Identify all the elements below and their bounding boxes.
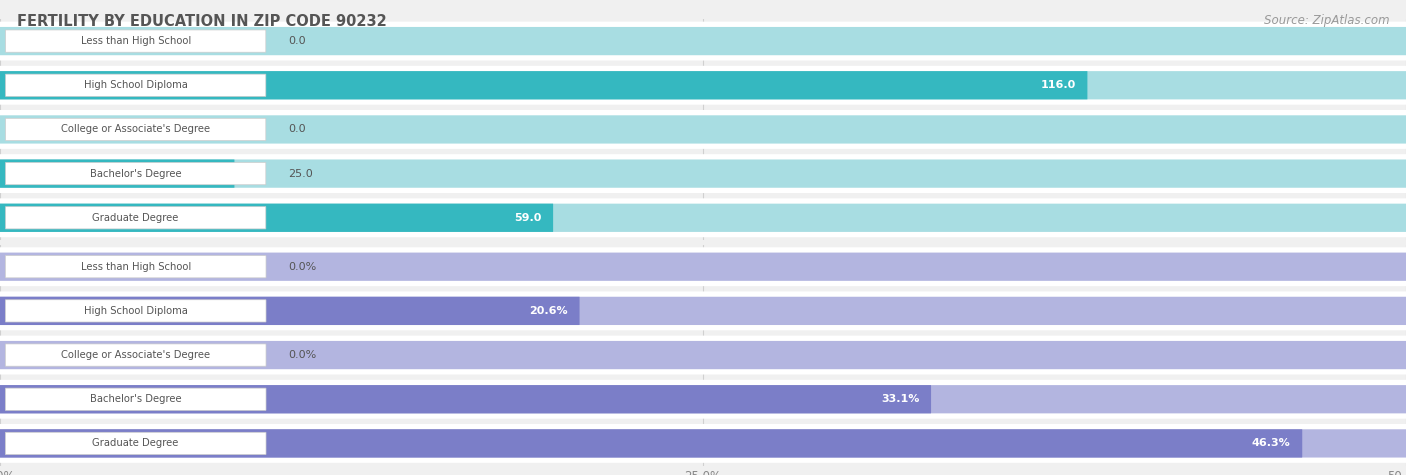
FancyBboxPatch shape <box>0 341 1406 369</box>
FancyBboxPatch shape <box>0 66 1406 104</box>
FancyBboxPatch shape <box>0 71 1087 99</box>
FancyBboxPatch shape <box>0 385 931 413</box>
FancyBboxPatch shape <box>6 162 266 185</box>
Text: 0.0: 0.0 <box>288 124 307 134</box>
FancyBboxPatch shape <box>0 204 1406 232</box>
FancyBboxPatch shape <box>0 115 1406 143</box>
FancyBboxPatch shape <box>0 160 235 188</box>
Text: 0.0%: 0.0% <box>288 262 316 272</box>
Text: High School Diploma: High School Diploma <box>84 306 187 316</box>
FancyBboxPatch shape <box>6 256 266 278</box>
FancyBboxPatch shape <box>0 336 1406 374</box>
FancyBboxPatch shape <box>0 253 1406 281</box>
Text: FERTILITY BY EDUCATION IN ZIP CODE 90232: FERTILITY BY EDUCATION IN ZIP CODE 90232 <box>17 14 387 29</box>
FancyBboxPatch shape <box>0 199 1406 237</box>
FancyBboxPatch shape <box>6 432 266 455</box>
FancyBboxPatch shape <box>0 204 553 232</box>
FancyBboxPatch shape <box>6 74 266 96</box>
Text: 0.0%: 0.0% <box>288 350 316 360</box>
FancyBboxPatch shape <box>0 27 1406 55</box>
Text: Less than High School: Less than High School <box>80 36 191 46</box>
FancyBboxPatch shape <box>0 429 1302 457</box>
FancyBboxPatch shape <box>0 297 1406 325</box>
FancyBboxPatch shape <box>6 30 266 52</box>
FancyBboxPatch shape <box>0 160 1406 188</box>
FancyBboxPatch shape <box>0 154 1406 193</box>
FancyBboxPatch shape <box>0 385 1406 413</box>
FancyBboxPatch shape <box>0 429 1406 457</box>
FancyBboxPatch shape <box>6 118 266 141</box>
FancyBboxPatch shape <box>6 388 266 410</box>
Text: Bachelor's Degree: Bachelor's Degree <box>90 394 181 404</box>
FancyBboxPatch shape <box>0 424 1406 463</box>
FancyBboxPatch shape <box>6 344 266 366</box>
FancyBboxPatch shape <box>0 247 1406 286</box>
Text: High School Diploma: High School Diploma <box>84 80 187 90</box>
Text: 0.0: 0.0 <box>288 36 307 46</box>
Text: Less than High School: Less than High School <box>80 262 191 272</box>
Text: 20.6%: 20.6% <box>530 306 568 316</box>
Text: College or Associate's Degree: College or Associate's Degree <box>60 350 211 360</box>
FancyBboxPatch shape <box>6 207 266 229</box>
FancyBboxPatch shape <box>0 71 1406 99</box>
Text: Source: ZipAtlas.com: Source: ZipAtlas.com <box>1264 14 1389 27</box>
Text: Bachelor's Degree: Bachelor's Degree <box>90 169 181 179</box>
FancyBboxPatch shape <box>0 297 579 325</box>
FancyBboxPatch shape <box>0 380 1406 418</box>
Text: 33.1%: 33.1% <box>882 394 920 404</box>
Text: 116.0: 116.0 <box>1040 80 1076 90</box>
FancyBboxPatch shape <box>6 300 266 322</box>
Text: 59.0: 59.0 <box>515 213 541 223</box>
Text: Graduate Degree: Graduate Degree <box>93 438 179 448</box>
Text: 25.0: 25.0 <box>288 169 314 179</box>
FancyBboxPatch shape <box>0 22 1406 60</box>
Text: Graduate Degree: Graduate Degree <box>93 213 179 223</box>
FancyBboxPatch shape <box>0 110 1406 149</box>
FancyBboxPatch shape <box>0 292 1406 330</box>
Text: College or Associate's Degree: College or Associate's Degree <box>60 124 211 134</box>
Text: 46.3%: 46.3% <box>1251 438 1291 448</box>
